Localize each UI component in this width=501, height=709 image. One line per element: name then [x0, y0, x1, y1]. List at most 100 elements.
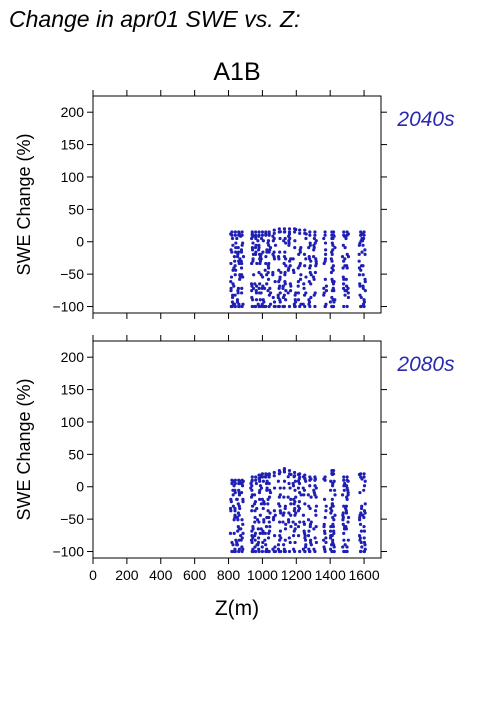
data-point [282, 543, 286, 547]
data-point [249, 282, 254, 286]
data-point [328, 529, 333, 533]
data-point [261, 298, 265, 302]
data-point [342, 538, 346, 542]
data-point [236, 524, 240, 529]
data-point [255, 284, 259, 288]
data-point [298, 304, 302, 309]
data-point [251, 252, 256, 256]
data-point [258, 488, 262, 492]
data-point [257, 230, 261, 234]
data-point [257, 243, 261, 247]
data-point [341, 243, 345, 247]
data-point [283, 504, 288, 508]
y-tick-label: 150 [61, 137, 85, 153]
data-point [233, 488, 237, 492]
data-point [297, 500, 301, 504]
data-point [229, 248, 233, 252]
data-point [342, 304, 346, 309]
data-point [282, 549, 287, 554]
data-point [254, 230, 258, 234]
data-point [260, 230, 265, 234]
data-point [322, 291, 326, 295]
data-point [342, 478, 346, 482]
data-point [273, 545, 277, 549]
data-point [303, 476, 307, 480]
data-point [302, 493, 306, 497]
data-point [302, 286, 306, 290]
y-tick-label: 200 [61, 104, 85, 120]
data-point [301, 302, 305, 306]
data-point [362, 230, 366, 234]
data-point [240, 233, 244, 237]
data-point [332, 543, 336, 547]
data-point [235, 300, 240, 304]
data-point [346, 520, 350, 524]
data-point [331, 248, 335, 252]
data-point [237, 481, 241, 486]
data-point [259, 257, 263, 261]
data-point [361, 243, 365, 247]
data-point [236, 286, 241, 290]
data-point [284, 289, 288, 293]
data-point [250, 289, 254, 293]
data-point [293, 230, 297, 234]
data-point [239, 490, 244, 495]
data-point [344, 484, 349, 488]
data-point [229, 286, 233, 290]
figure-title: Change in apr01 SWE vs. Z: [9, 6, 300, 32]
data-point [254, 478, 258, 482]
panel-2080s: −100 −50 0 50 100 150 200 0 200 400 600 800 1000 1200… [14, 335, 455, 583]
data-point [264, 543, 268, 547]
data-point [278, 284, 282, 288]
data-point [235, 515, 239, 520]
data-point [254, 475, 258, 479]
data-point [346, 291, 350, 295]
data-point [233, 481, 237, 486]
data-point [296, 524, 301, 529]
data-point [312, 488, 316, 492]
data-point [314, 524, 318, 529]
data-point [251, 286, 256, 290]
data-point [262, 502, 266, 506]
data-point [264, 524, 269, 529]
data-point [237, 304, 241, 309]
data-point [313, 549, 317, 554]
data-point [230, 233, 234, 237]
data-point [261, 239, 265, 243]
data-point [261, 275, 265, 279]
data-point [308, 484, 312, 488]
data-point [313, 270, 317, 275]
data-point [331, 230, 336, 234]
data-point [283, 279, 287, 284]
y-tick-label: 200 [61, 349, 85, 365]
data-point [266, 289, 270, 293]
data-point [294, 291, 298, 295]
data-point [331, 468, 336, 473]
data-point [302, 282, 306, 286]
data-point [297, 252, 301, 256]
data-point [301, 513, 306, 517]
data-point [357, 534, 362, 538]
data-point [346, 538, 350, 542]
data-point [267, 515, 271, 520]
data-point [282, 547, 286, 551]
data-point [284, 298, 288, 302]
data-point [332, 488, 337, 492]
data-point [311, 275, 316, 279]
data-point [261, 540, 265, 545]
data-point [304, 543, 308, 547]
data-point [323, 233, 327, 237]
data-point [332, 529, 336, 533]
data-point [235, 497, 239, 501]
data-point [331, 286, 335, 290]
data-point [293, 540, 297, 545]
data-point [252, 493, 257, 497]
data-point [296, 279, 300, 284]
data-point [344, 524, 348, 529]
data-point [308, 243, 312, 247]
data-point [282, 293, 286, 297]
data-point [259, 502, 264, 506]
data-point [252, 273, 256, 277]
data-point [276, 479, 280, 483]
data-point [314, 239, 318, 243]
